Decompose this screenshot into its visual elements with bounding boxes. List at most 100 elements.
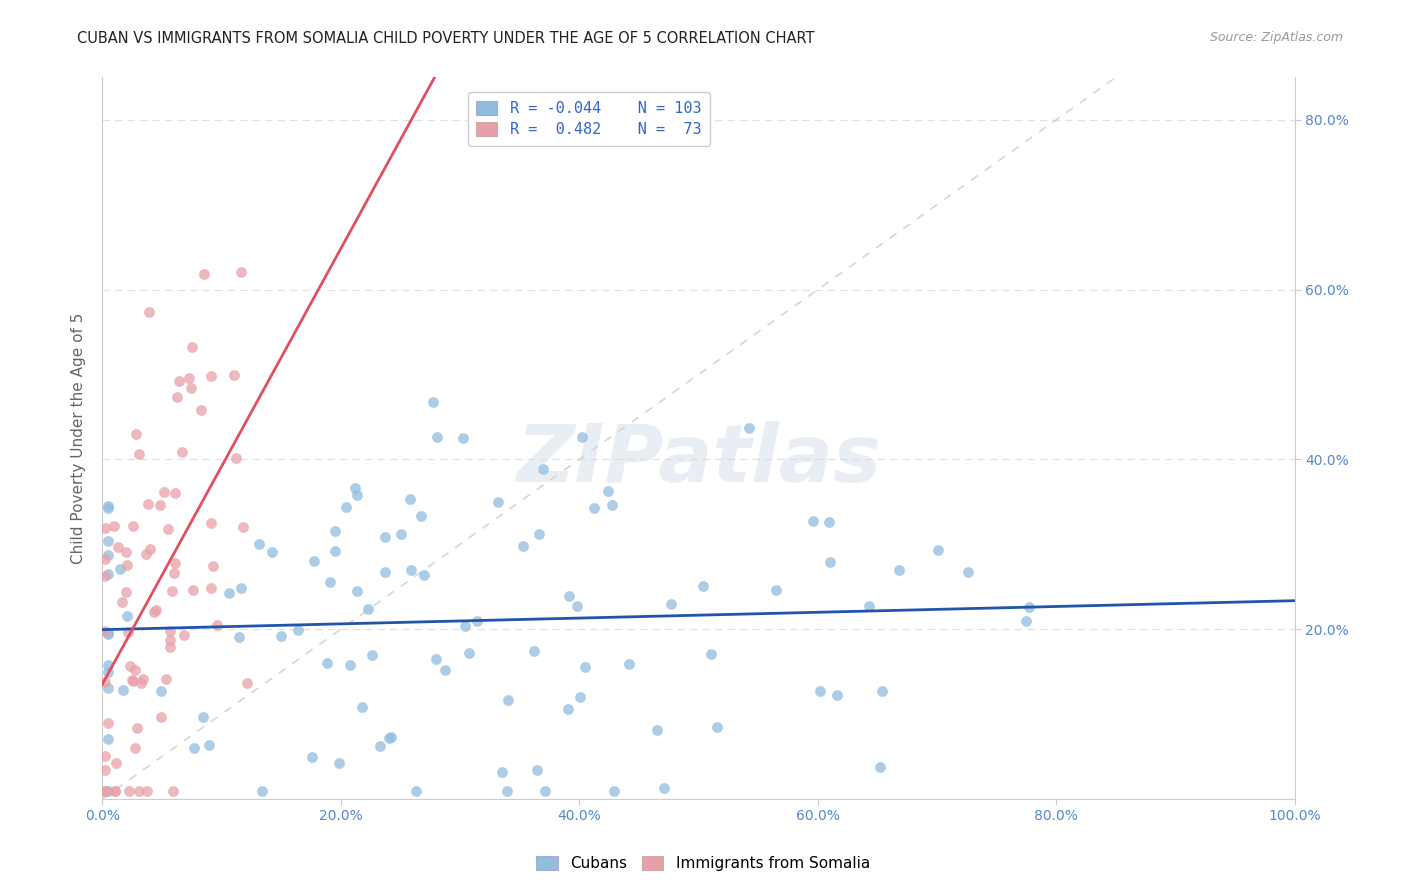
Point (323, 524, 346, 538)
Point (191, 710, 214, 724)
Point (104, 783, 127, 797)
Point (104, 756, 127, 771)
Point (97, 625, 120, 640)
Point (165, 486, 187, 500)
Point (129, 675, 152, 690)
Point (534, 783, 557, 797)
Point (108, 562, 131, 576)
Point (425, 652, 447, 666)
Point (115, 585, 138, 599)
Point (139, 541, 162, 556)
Point (374, 565, 396, 579)
Point (531, 462, 554, 476)
Point (97, 533, 120, 548)
Point (870, 683, 893, 698)
Point (405, 783, 427, 797)
Point (93, 748, 115, 763)
Point (159, 633, 181, 648)
Point (149, 683, 172, 698)
Point (163, 566, 186, 581)
Point (225, 451, 247, 466)
Point (820, 555, 842, 569)
Point (135, 547, 157, 561)
Point (128, 447, 150, 461)
Point (97, 732, 120, 747)
Point (270, 629, 292, 643)
Point (652, 780, 675, 795)
Point (571, 430, 593, 444)
Point (115, 545, 138, 559)
Point (451, 431, 474, 445)
Point (339, 657, 361, 672)
Point (122, 674, 145, 689)
Point (97, 681, 120, 696)
Point (93, 624, 115, 639)
Point (173, 628, 195, 642)
Point (115, 558, 138, 573)
Point (97, 715, 120, 730)
Point (378, 731, 401, 745)
Point (491, 764, 513, 779)
Point (287, 623, 309, 637)
Point (335, 500, 357, 515)
Point (523, 644, 546, 658)
Point (138, 305, 160, 319)
Point (167, 374, 190, 388)
Point (172, 445, 194, 459)
Point (153, 485, 176, 500)
Point (155, 672, 177, 686)
Point (162, 783, 184, 797)
Point (600, 498, 623, 512)
Point (692, 579, 714, 593)
Point (111, 682, 134, 697)
Point (565, 599, 588, 613)
Point (596, 484, 619, 499)
Point (118, 783, 141, 797)
Point (368, 739, 391, 753)
Point (252, 783, 274, 797)
Point (180, 381, 202, 395)
Point (97, 499, 120, 513)
Legend: Cubans, Immigrants from Somalia: Cubans, Immigrants from Somalia (530, 849, 876, 877)
Point (103, 519, 125, 533)
Point (159, 624, 181, 638)
Point (374, 530, 396, 544)
Point (422, 395, 444, 409)
Point (413, 568, 436, 582)
Point (181, 582, 204, 597)
Point (411, 509, 433, 524)
Point (389, 527, 412, 541)
Point (315, 657, 337, 671)
Point (659, 598, 682, 612)
Point (136, 783, 159, 797)
Point (957, 565, 980, 579)
Text: Source: ZipAtlas.com: Source: ZipAtlas.com (1209, 31, 1343, 45)
Point (107, 540, 129, 554)
Point (557, 589, 579, 603)
Point (228, 630, 250, 644)
Point (177, 371, 200, 385)
Point (328, 756, 350, 770)
Point (486, 495, 509, 509)
Point (319, 574, 342, 589)
Point (346, 584, 368, 599)
Point (582, 500, 605, 515)
Point (93, 783, 115, 797)
Point (218, 586, 240, 600)
Point (104, 783, 127, 797)
Point (465, 614, 488, 628)
Point (700, 647, 723, 661)
Point (361, 648, 384, 662)
Point (356, 602, 378, 616)
Point (183, 740, 205, 755)
Point (198, 738, 221, 752)
Point (526, 764, 548, 778)
Point (93, 674, 115, 689)
Point (496, 692, 519, 706)
Point (231, 265, 253, 279)
Point (124, 741, 146, 756)
Point (93, 783, 115, 797)
Point (156, 522, 179, 536)
Point (97, 657, 120, 672)
Point (617, 657, 640, 672)
